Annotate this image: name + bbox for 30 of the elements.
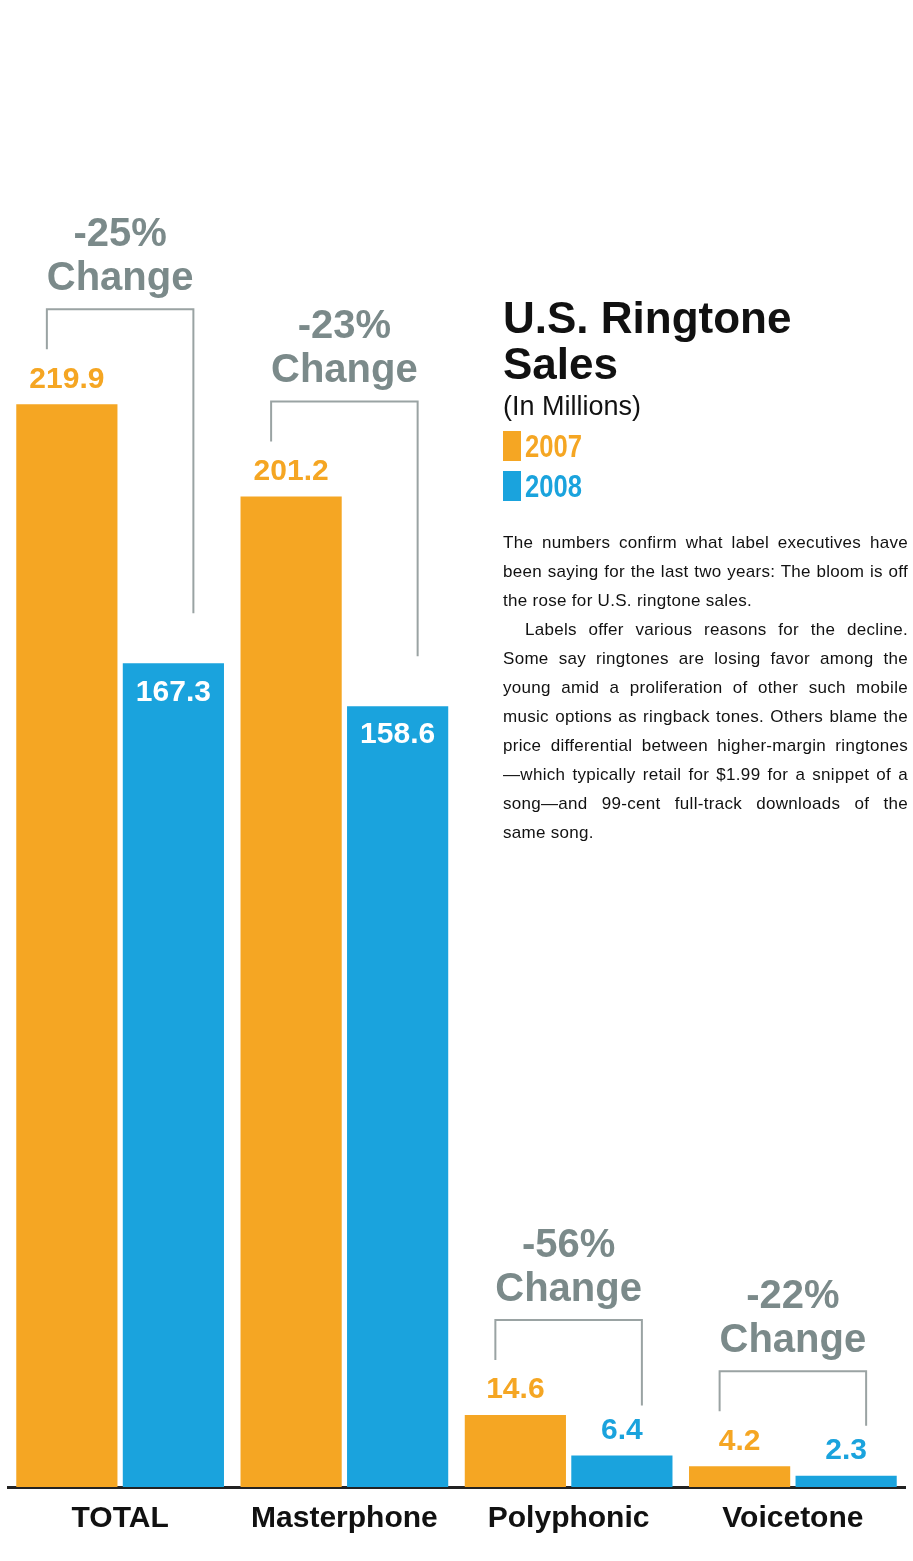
bar bbox=[16, 404, 118, 1487]
chart-subtitle: (In Millions) bbox=[503, 391, 643, 422]
chart-title: U.S. Ringtone Sales bbox=[503, 293, 793, 388]
data-label: 6.4 bbox=[601, 1411, 644, 1445]
bar bbox=[689, 1466, 791, 1487]
legend-label: 2008 bbox=[525, 467, 582, 505]
bar bbox=[571, 1455, 673, 1487]
data-label: 158.6 bbox=[360, 716, 436, 750]
bar bbox=[122, 663, 224, 1487]
data-label: 201.2 bbox=[253, 452, 329, 486]
annotation: -56% Change bbox=[495, 1221, 642, 1310]
data-label: 2.3 bbox=[825, 1431, 867, 1465]
data-label: 14.6 bbox=[486, 1371, 545, 1405]
annotation: The numbers confirm what label executives have been saying for the last two years: The bloom is off the rose for U.S. ringtone sales. bbox=[503, 532, 908, 612]
legend-label: 2007 bbox=[525, 427, 582, 465]
x-tick-label: Voicetone bbox=[722, 1500, 864, 1534]
annotation: -22% Change bbox=[719, 1272, 867, 1361]
annotation: -23% Change bbox=[271, 302, 418, 391]
data-label: 219.9 bbox=[29, 360, 105, 394]
data-label: 4.2 bbox=[718, 1422, 761, 1456]
x-tick-label: Polyphonic bbox=[487, 1500, 650, 1534]
annotation: Labels offer various reasons for the decline. Some say ringtones are losing favor among the young amid a proliferation of other such mobile music options as ringback tones. Others blame the price differential between higher-margin ringtones—which typically retail for $1.99 for a snippet of a song—and 99-cent full-track downloads of the same song. bbox=[503, 619, 908, 844]
data-label: 167.3 bbox=[135, 673, 211, 707]
annotation: -25% Change bbox=[46, 210, 194, 299]
bar bbox=[347, 706, 449, 1487]
bar bbox=[240, 496, 342, 1487]
x-tick-label: Masterphone bbox=[251, 1500, 438, 1534]
x-tick-label: TOTAL bbox=[71, 1500, 169, 1534]
bar bbox=[795, 1475, 897, 1487]
bar bbox=[464, 1415, 566, 1487]
